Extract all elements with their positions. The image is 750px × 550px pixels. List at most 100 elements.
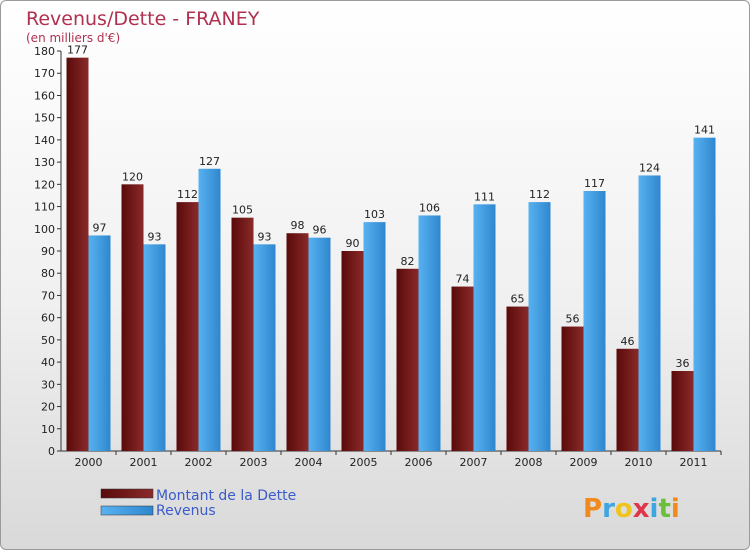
y-tick-label: 160: [34, 89, 55, 102]
data-label: 56: [566, 313, 580, 326]
x-tick-label: 2009: [570, 456, 598, 469]
legend-label-dette: Montant de la Dette: [156, 488, 296, 504]
x-tick-label: 2004: [295, 456, 323, 469]
x-tick-label: 2011: [680, 456, 708, 469]
logo-letter: x: [633, 494, 650, 524]
y-tick-label: 180: [34, 45, 55, 58]
bar-revenus: [693, 137, 716, 451]
x-tick-label: 2003: [240, 456, 268, 469]
data-label: 105: [232, 204, 253, 217]
bar-dette: [396, 268, 419, 451]
data-labels: 177 97 120 93 112 127 105 93 98 96 90 103 82 106 74 111…: [67, 44, 715, 370]
y-tick-label: 100: [34, 223, 55, 236]
logo-letter: o: [615, 494, 633, 524]
y-tick-label: 20: [41, 401, 55, 414]
y-tick-label: 150: [34, 112, 55, 125]
bar-dette: [286, 233, 309, 451]
data-label: 90: [346, 237, 360, 250]
y-tick-label: 140: [34, 134, 55, 147]
y-tick-label: 50: [41, 334, 55, 347]
data-label: 65: [511, 293, 525, 306]
bar-dette: [231, 217, 254, 451]
y-tick-label: 90: [41, 245, 55, 258]
y-tick-label: 110: [34, 201, 55, 214]
bar-dette: [176, 202, 199, 451]
y-tick-label: 80: [41, 267, 55, 280]
logo-letter: t: [658, 494, 670, 524]
data-label: 177: [67, 44, 88, 57]
data-label: 96: [313, 224, 327, 237]
bar-dette: [616, 348, 639, 451]
chart-subtitle: (en milliers d'€): [26, 31, 120, 45]
data-label: 36: [676, 357, 690, 370]
x-tick-label: 2010: [625, 456, 653, 469]
y-tick-label: 130: [34, 156, 55, 169]
data-label: 112: [529, 188, 550, 201]
bar-dette: [451, 286, 474, 451]
bar-revenus: [528, 202, 551, 451]
bar-revenus: [143, 244, 166, 451]
x-tick-label: 2000: [75, 456, 103, 469]
bar-revenus: [418, 215, 441, 451]
y-tick-label: 0: [48, 445, 55, 458]
x-tick-label: 2005: [350, 456, 378, 469]
legend-swatch-revenus: [100, 505, 154, 516]
y-tick-label: 70: [41, 289, 55, 302]
data-label: 127: [199, 155, 220, 168]
logo-letter: i: [650, 494, 659, 524]
data-label: 82: [401, 255, 415, 268]
x-tick-label: 2002: [185, 456, 213, 469]
bar-revenus: [583, 191, 606, 451]
data-label: 112: [177, 188, 198, 201]
data-label: 106: [419, 201, 440, 214]
bar-revenus: [363, 222, 386, 451]
bar-revenus: [253, 244, 276, 451]
y-tick-label: 120: [34, 178, 55, 191]
legend-swatch-dette: [100, 488, 154, 499]
bar-dette: [341, 251, 364, 451]
bars: [66, 57, 716, 452]
y-tick-label: 170: [34, 67, 55, 80]
bar-revenus: [473, 204, 496, 451]
svg-text:Proxiti: Proxiti: [583, 494, 680, 524]
y-tick-label: 40: [41, 356, 55, 369]
axes: 0 10 20 30 40 50 60 70 80 90 100 110 120 130 140 150 160…: [34, 45, 722, 469]
y-tick-label: 10: [41, 423, 55, 436]
data-label: 74: [456, 273, 470, 286]
logo-letter: P: [583, 494, 602, 524]
legend-label-revenus: Revenus: [156, 503, 216, 519]
bar-revenus: [88, 235, 111, 451]
data-label: 141: [694, 124, 715, 137]
data-label: 120: [122, 170, 143, 183]
x-tick-label: 2001: [130, 456, 158, 469]
bar-revenus: [638, 175, 661, 451]
bar-dette: [506, 306, 529, 451]
y-tick-label: 30: [41, 378, 55, 391]
data-label: 93: [258, 230, 272, 243]
x-tick-label: 2006: [405, 456, 433, 469]
bar-dette: [561, 326, 584, 451]
logo-letter: r: [602, 494, 615, 524]
data-label: 117: [584, 177, 605, 190]
legend: Montant de la Dette Revenus: [100, 488, 296, 519]
bar-revenus: [198, 168, 221, 451]
x-tick-label: 2007: [460, 456, 488, 469]
proxiti-logo: Proxiti: [583, 494, 680, 524]
bar-revenus: [308, 237, 331, 451]
data-label: 93: [148, 230, 162, 243]
y-tick-label: 60: [41, 312, 55, 325]
data-label: 46: [621, 335, 635, 348]
x-tick-label: 2008: [515, 456, 543, 469]
bar-dette: [671, 371, 694, 451]
data-label: 124: [639, 161, 660, 174]
chart-title: Revenus/Dette - FRANEY: [26, 8, 260, 30]
bar-dette: [121, 184, 144, 452]
bar-dette: [66, 57, 89, 452]
data-label: 98: [291, 219, 305, 232]
data-label: 111: [474, 190, 495, 203]
data-label: 103: [364, 208, 385, 221]
logo-letter: i: [671, 494, 680, 524]
data-label: 97: [93, 221, 107, 234]
